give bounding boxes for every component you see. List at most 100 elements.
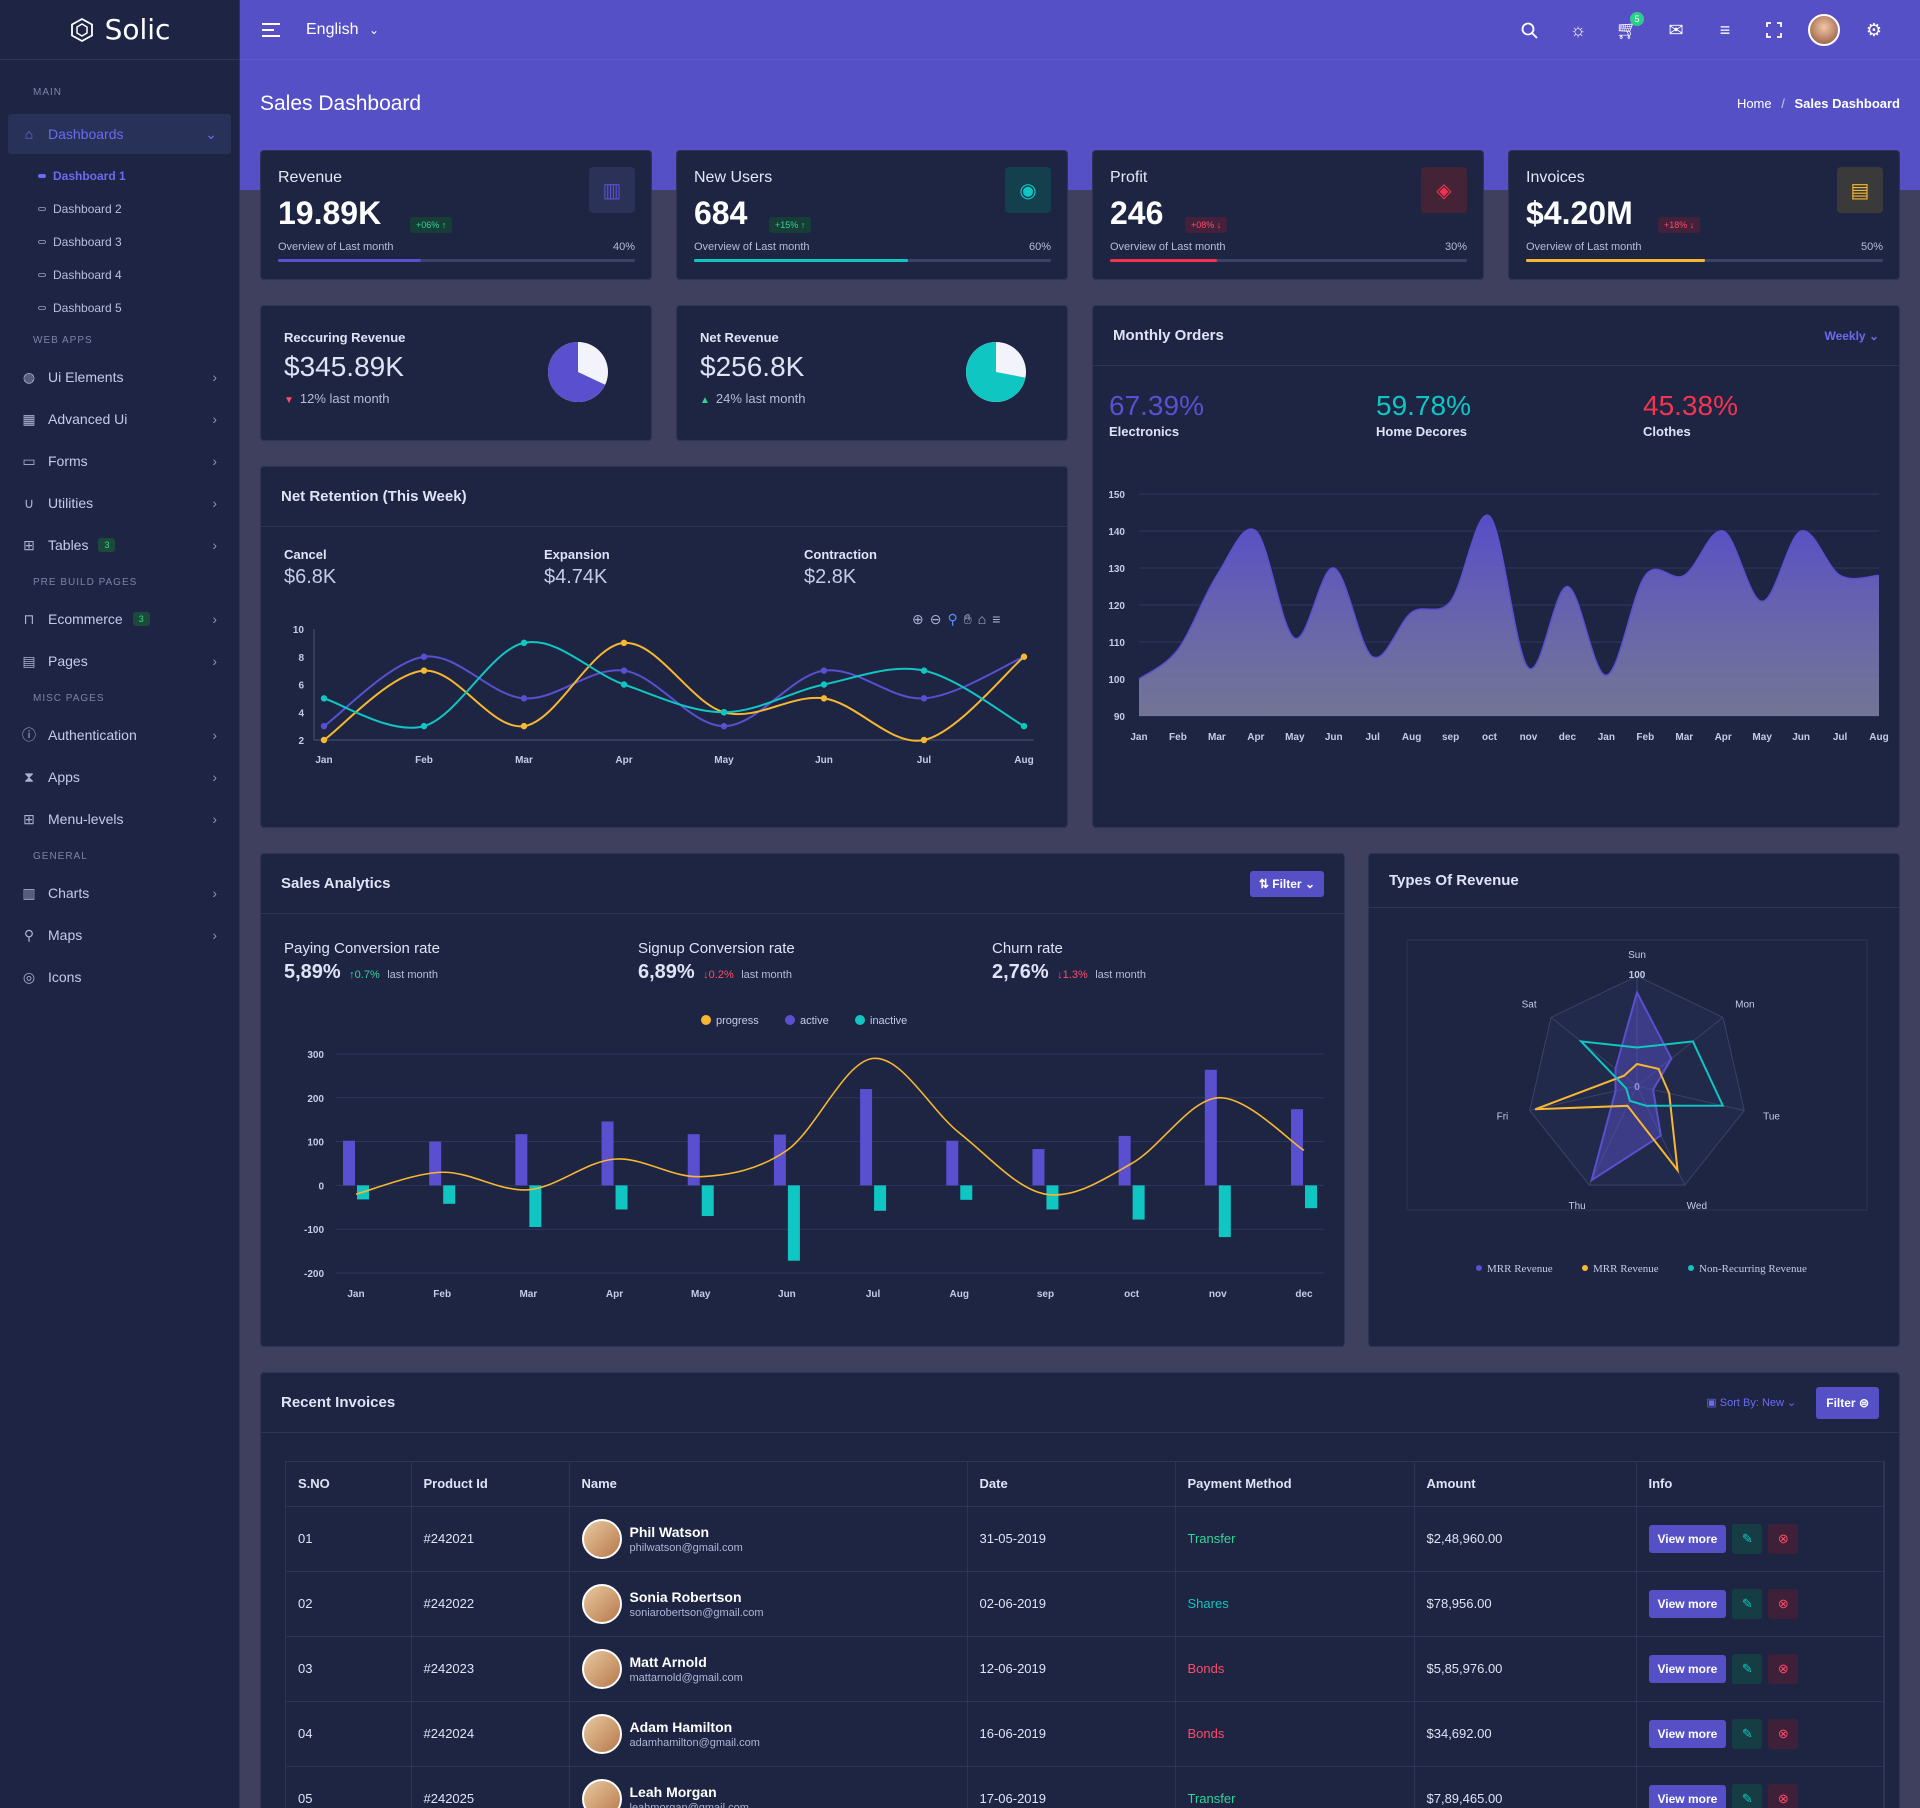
- radar-spoke: [1529, 1085, 1638, 1111]
- zoom-out-icon[interactable]: ⊖: [929, 611, 942, 627]
- sidebar-item-dashboards[interactable]: ⌂ Dashboards ⌄: [8, 114, 231, 154]
- view-more-button[interactable]: View more: [1648, 1719, 1727, 1748]
- sidebar-item-charts[interactable]: ▥ Charts ›: [0, 872, 239, 914]
- pan-icon[interactable]: ✋︎: [963, 611, 972, 627]
- zoom-in-icon[interactable]: ⊕: [912, 611, 924, 627]
- palette-icon: ◍: [22, 368, 36, 385]
- stat-badge: +06% ↑: [410, 217, 453, 233]
- recent-invoices-card: Recent Invoices ▣ Sort By: New ⌄ Filter …: [260, 1372, 1900, 1808]
- stat-card-invoices: Invoices $4.20M +18% ↓ Overview of Last …: [1508, 150, 1900, 280]
- data-point: [520, 639, 528, 647]
- chevron-right-icon: ›: [212, 769, 217, 785]
- chevron-right-icon: ›: [212, 537, 217, 553]
- series-line: [323, 655, 1025, 728]
- data-point: [920, 695, 928, 702]
- y-tick-label: 130: [1108, 564, 1125, 575]
- metric-value: 6,89%: [638, 961, 695, 983]
- delete-icon[interactable]: ⊗: [1768, 1523, 1799, 1554]
- delete-icon[interactable]: ⊗: [1768, 1588, 1799, 1619]
- sidebar-item-tables[interactable]: ⊞ Tables 3 ›: [0, 524, 239, 566]
- filter-button[interactable]: ⇅ Filter ⌄: [1249, 870, 1324, 897]
- delete-icon[interactable]: ⊗: [1768, 1653, 1799, 1684]
- chart-menu-icon[interactable]: ≡: [992, 611, 1001, 627]
- bar-active: [860, 1089, 873, 1186]
- filter-label: Filter: [1272, 876, 1302, 891]
- avatar[interactable]: [1808, 14, 1840, 46]
- sidebar-item-menu-levels[interactable]: ⊞ Menu-levels ›: [0, 798, 239, 840]
- radar-spoke: [1588, 1085, 1638, 1186]
- sidebar-sub-dashboard-2[interactable]: Dashboard 2: [0, 192, 239, 225]
- sidebar-item-icons[interactable]: ◎ Icons: [0, 956, 239, 998]
- sidebar-item-forms[interactable]: ▭ Forms ›: [0, 440, 239, 482]
- invoices-filter-button[interactable]: Filter ⊜: [1816, 1386, 1879, 1419]
- sidebar-item-authentication[interactable]: ⓘ Authentication ›: [0, 714, 239, 756]
- mail-icon[interactable]: ✉: [1668, 19, 1684, 40]
- zoom-select-icon[interactable]: ⚲: [947, 611, 958, 627]
- metric-value: 67.39%: [1109, 390, 1204, 421]
- sidebar-sub-dashboard-1[interactable]: Dashboard 1: [0, 159, 239, 192]
- view-more-button[interactable]: View more: [1648, 1654, 1727, 1683]
- sidebar-item-advanced-ui[interactable]: ▦ Advanced Ui ›: [0, 398, 239, 440]
- stat-percent: 30%: [1444, 241, 1467, 253]
- sidebar-sub-dashboard-4[interactable]: Dashboard 4: [0, 258, 239, 291]
- gear-icon[interactable]: ⚙: [1865, 19, 1883, 40]
- view-more-button[interactable]: View more: [1648, 1784, 1727, 1808]
- cell-sno: 05: [286, 1766, 412, 1808]
- radar-axis-label: Tue: [1763, 1111, 1780, 1122]
- net-revenue-title: Net Revenue: [700, 330, 779, 345]
- x-tick-label: Jun: [778, 1289, 796, 1300]
- chevron-right-icon: ›: [212, 495, 217, 511]
- sidebar-item-utilities[interactable]: ∪ Utilities ›: [0, 482, 239, 524]
- data-point: [420, 667, 428, 674]
- metric-expansion: Expansion $4.74K: [544, 547, 804, 589]
- view-more-button[interactable]: View more: [1648, 1589, 1727, 1618]
- section-misc: MISC PAGES: [33, 692, 105, 704]
- sidebar-item-ecommerce[interactable]: ⊓ Ecommerce 3 ›: [0, 598, 239, 640]
- sidebar-item-label: Utilities: [48, 495, 94, 511]
- sidebar-item-maps[interactable]: ⚲ Maps ›: [0, 914, 239, 956]
- sidebar-item-label: Dashboards: [48, 126, 124, 142]
- net-revenue-pie: [966, 342, 1026, 402]
- search-icon[interactable]: [1517, 18, 1541, 42]
- edit-icon[interactable]: ✎: [1732, 1653, 1763, 1684]
- list-icon[interactable]: ≡: [1719, 19, 1731, 40]
- sun-icon[interactable]: ☼: [1569, 19, 1587, 40]
- x-tick-label: Mar: [1675, 732, 1693, 743]
- stat-title: Revenue: [278, 169, 343, 186]
- edit-icon[interactable]: ✎: [1732, 1523, 1763, 1554]
- logo[interactable]: Solic: [0, 0, 239, 60]
- sidebar-item-ui-elements[interactable]: ◍ Ui Elements ›: [0, 356, 239, 398]
- weekly-dropdown[interactable]: Weekly ⌄: [1824, 329, 1879, 343]
- x-tick-label: Jun: [815, 755, 833, 766]
- sidebar-sub-dashboard-3[interactable]: Dashboard 3: [0, 225, 239, 258]
- metric-label: Home Decores: [1376, 424, 1468, 439]
- menu-toggle-icon[interactable]: [262, 22, 282, 38]
- view-more-button[interactable]: View more: [1648, 1524, 1727, 1553]
- sales-metric: Signup Conversion rate 6,89% ↓0.2% last …: [638, 940, 992, 984]
- avatar: [581, 1583, 622, 1624]
- delete-icon[interactable]: ⊗: [1768, 1718, 1799, 1749]
- sort-label: Sort By: New: [1719, 1397, 1784, 1409]
- sidebar-sub-dashboard-5[interactable]: Dashboard 5: [0, 291, 239, 324]
- sort-dropdown[interactable]: ▣ Sort By: New ⌄: [1706, 1396, 1796, 1409]
- breadcrumb-home[interactable]: Home: [1736, 96, 1772, 111]
- filter-label: Filter: [1826, 1395, 1856, 1410]
- document-icon: ▤: [1837, 167, 1883, 213]
- sidebar-item-label: Icons: [48, 969, 82, 985]
- data-point: [620, 681, 628, 688]
- delete-icon[interactable]: ⊗: [1768, 1783, 1799, 1808]
- language-select[interactable]: English ⌄: [306, 21, 379, 39]
- fullscreen-icon[interactable]: [1762, 18, 1786, 42]
- section-web-apps: WEB APPS: [33, 334, 93, 346]
- reset-home-icon[interactable]: ⌂: [977, 611, 987, 627]
- edit-icon[interactable]: ✎: [1732, 1783, 1763, 1808]
- cell-amount: $78,956.00: [1414, 1571, 1637, 1637]
- bullet-icon: [38, 173, 46, 178]
- edit-icon[interactable]: ✎: [1732, 1718, 1763, 1749]
- chevron-right-icon: ›: [212, 611, 217, 627]
- data-point: [320, 722, 328, 730]
- area-line: [1138, 514, 1880, 680]
- sidebar-item-pages[interactable]: ▤ Pages ›: [0, 640, 239, 682]
- edit-icon[interactable]: ✎: [1732, 1588, 1763, 1619]
- sidebar-item-apps[interactable]: ⧗ Apps ›: [0, 756, 239, 798]
